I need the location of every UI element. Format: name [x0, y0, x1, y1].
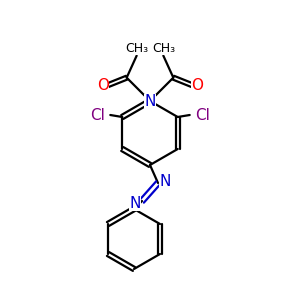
- Text: Cl: Cl: [195, 107, 210, 122]
- Text: N: N: [144, 94, 156, 109]
- Text: CH₃: CH₃: [152, 42, 175, 55]
- Text: Cl: Cl: [90, 107, 105, 122]
- Text: O: O: [97, 78, 109, 93]
- Text: N: N: [129, 196, 141, 211]
- Text: CH₃: CH₃: [125, 42, 148, 55]
- Text: O: O: [191, 78, 203, 93]
- Text: N: N: [159, 173, 171, 188]
